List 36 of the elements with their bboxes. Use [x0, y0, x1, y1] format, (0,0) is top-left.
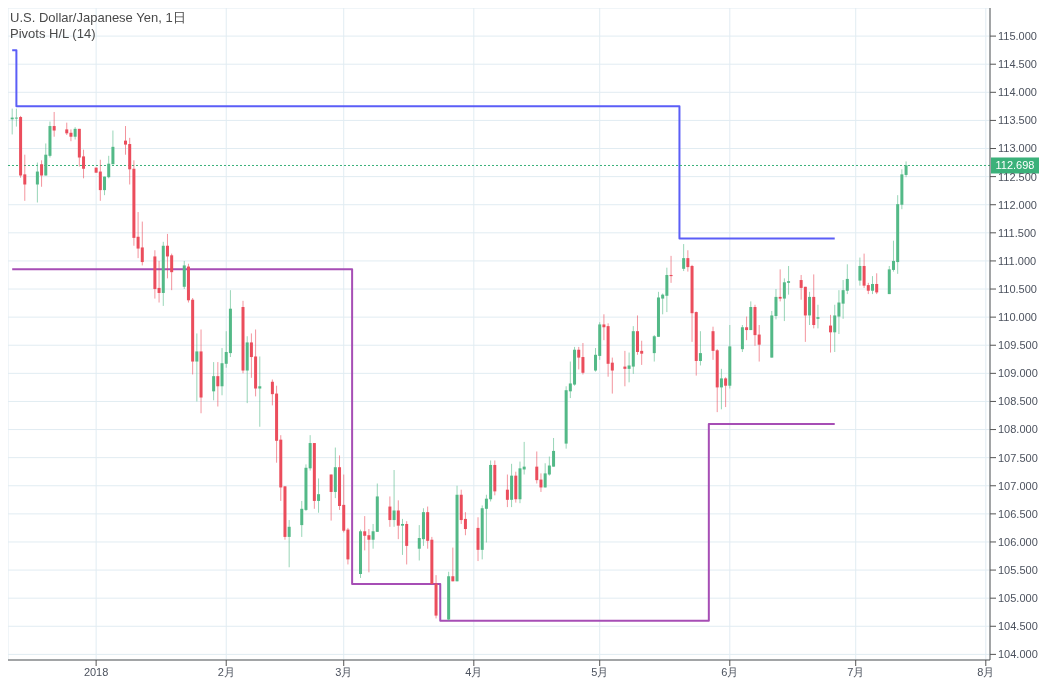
y-tick-label: 111.000	[998, 254, 1037, 267]
ref-line-label: 112.698	[995, 159, 1035, 172]
y-tick-label: 114.500	[998, 58, 1037, 71]
y-tick-label: 115.000	[998, 30, 1037, 43]
x-tick-label: 5月	[591, 665, 609, 678]
y-tick-label: 108.000	[998, 423, 1038, 436]
x-tick-label: 3月	[335, 665, 353, 678]
y-tick-label: 105.000	[998, 592, 1038, 605]
y-tick-label: 104.000	[998, 648, 1038, 661]
chart-title: U.S. Dollar/Japanese Yen, 1日	[10, 10, 186, 26]
x-tick-label: 2018	[83, 665, 109, 678]
candlestick	[69, 128, 73, 142]
y-tick-label: 106.000	[998, 535, 1038, 548]
y-tick-label: 105.500	[998, 563, 1038, 576]
y-tick-label: 109.000	[998, 367, 1038, 380]
x-tick-label: 7月	[847, 665, 865, 678]
text: Pivots H/L (14)	[10, 26, 97, 42]
y-tick-label: 113.500	[998, 114, 1037, 127]
y-tick-label: 112.000	[998, 198, 1037, 211]
candlestick	[14, 108, 18, 128]
y-tick-label: 112.500	[998, 170, 1037, 183]
y-tick-label: 106.500	[998, 507, 1038, 520]
x-tick-label: 8月	[977, 665, 995, 678]
y-tick-label: 110.000	[998, 311, 1037, 324]
y-tick-label: 104.500	[998, 620, 1038, 633]
y-tick-label: 107.500	[998, 451, 1038, 464]
x-tick-label: 2月	[217, 665, 235, 678]
y-tick-label: 113.000	[998, 142, 1037, 155]
y-tick-label: 107.000	[998, 479, 1038, 492]
y-tick-label: 108.500	[998, 395, 1038, 408]
y-tick-label: 110.500	[998, 282, 1037, 295]
y-tick-label: 114.000	[998, 86, 1037, 99]
y-tick-label: 111.500	[998, 226, 1037, 239]
x-tick-label: 4月	[465, 665, 483, 678]
x-tick-label: 6月	[721, 665, 739, 678]
y-tick-label: 109.500	[998, 339, 1038, 352]
